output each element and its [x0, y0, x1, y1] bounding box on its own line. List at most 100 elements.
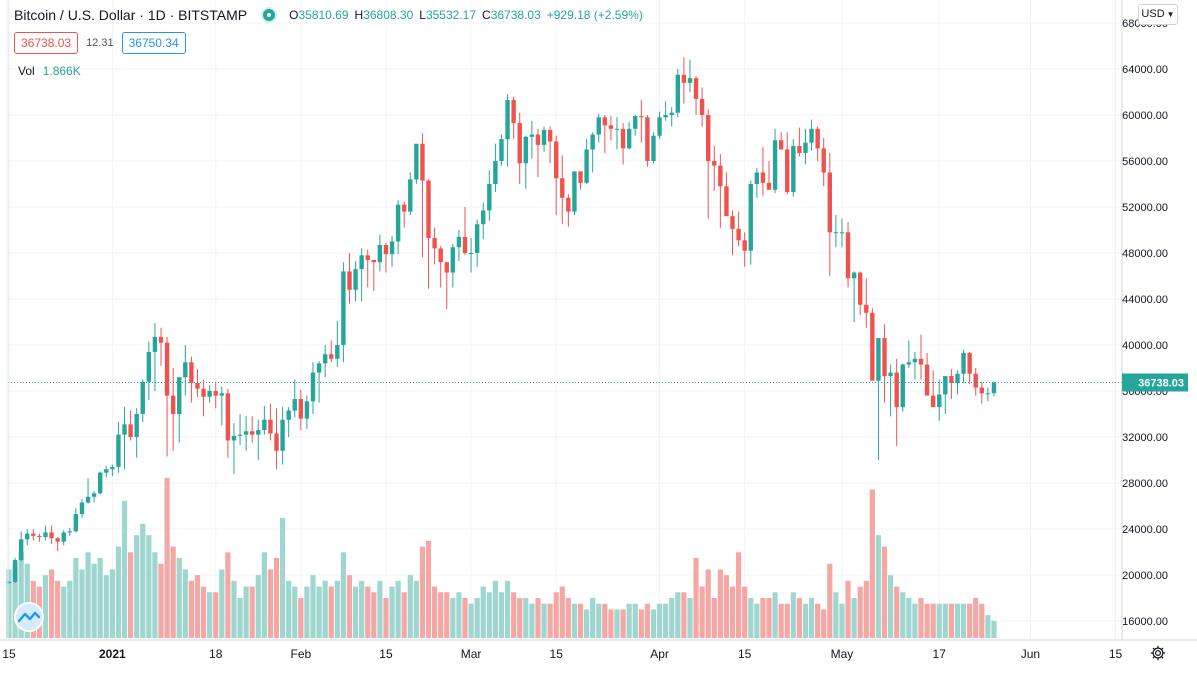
- candle-body[interactable]: [918, 358, 924, 365]
- candle-body[interactable]: [25, 533, 30, 540]
- candle-body[interactable]: [851, 272, 857, 279]
- ask-price-button[interactable]: 36750.34: [121, 32, 186, 54]
- candle-body[interactable]: [456, 236, 462, 248]
- candle-body[interactable]: [547, 129, 553, 142]
- candle-body[interactable]: [639, 116, 644, 118]
- candle-body[interactable]: [359, 255, 364, 270]
- candle-body[interactable]: [79, 502, 85, 515]
- currency-button[interactable]: USD ▼: [1138, 4, 1178, 25]
- candle-body[interactable]: [876, 338, 881, 381]
- candle-body[interactable]: [681, 74, 687, 83]
- candle-body[interactable]: [772, 140, 778, 190]
- candle-body[interactable]: [754, 172, 760, 185]
- candle-body[interactable]: [243, 431, 249, 435]
- candle-body[interactable]: [797, 146, 802, 153]
- candle-body[interactable]: [274, 433, 279, 451]
- candle-body[interactable]: [61, 532, 66, 542]
- candle-body[interactable]: [687, 78, 693, 83]
- bid-price-button[interactable]: 36738.03: [14, 32, 79, 54]
- candle-body[interactable]: [329, 354, 334, 359]
- candle-body[interactable]: [85, 496, 91, 503]
- candle-body[interactable]: [791, 146, 796, 193]
- candle-body[interactable]: [912, 358, 918, 363]
- candle-body[interactable]: [736, 228, 741, 241]
- candle-body[interactable]: [438, 248, 443, 263]
- candle-body[interactable]: [31, 533, 36, 536]
- candle-body[interactable]: [633, 116, 638, 129]
- candle-body[interactable]: [554, 141, 559, 179]
- candle-body[interactable]: [201, 388, 206, 397]
- candle-body[interactable]: [596, 117, 601, 135]
- candle-body[interactable]: [365, 255, 370, 260]
- candle-body[interactable]: [189, 362, 194, 383]
- candle-body[interactable]: [943, 376, 948, 395]
- candle-body[interactable]: [620, 128, 626, 149]
- candle-body[interactable]: [487, 184, 492, 211]
- candle-body[interactable]: [6, 581, 12, 584]
- candle-body[interactable]: [91, 493, 97, 497]
- candle-body[interactable]: [669, 112, 674, 115]
- candle-body[interactable]: [699, 98, 705, 115]
- candle-body[interactable]: [37, 535, 42, 538]
- candle-body[interactable]: [985, 393, 991, 395]
- candle-body[interactable]: [116, 434, 121, 467]
- candle-body[interactable]: [778, 140, 784, 150]
- candle-body[interactable]: [882, 338, 887, 377]
- candle-body[interactable]: [432, 238, 437, 249]
- candle-body[interactable]: [663, 115, 668, 118]
- candle-body[interactable]: [608, 125, 614, 129]
- candle-body[interactable]: [426, 180, 431, 239]
- candle-body[interactable]: [827, 172, 832, 233]
- candle-body[interactable]: [833, 232, 839, 234]
- candle-body[interactable]: [839, 232, 845, 234]
- candle-body[interactable]: [785, 149, 790, 193]
- candle-body[interactable]: [377, 244, 383, 263]
- candle-body[interactable]: [250, 431, 255, 435]
- candle-body[interactable]: [894, 372, 899, 408]
- candle-body[interactable]: [122, 424, 127, 435]
- eye-icon[interactable]: [263, 9, 276, 21]
- candle-body[interactable]: [517, 123, 522, 164]
- candle-body[interactable]: [706, 115, 711, 161]
- candle-body[interactable]: [292, 399, 297, 411]
- candle-body[interactable]: [98, 472, 103, 494]
- candle-body[interactable]: [225, 393, 231, 441]
- candle-body[interactable]: [626, 128, 632, 149]
- candle-body[interactable]: [529, 134, 535, 137]
- candle-body[interactable]: [286, 410, 291, 420]
- candle-body[interactable]: [645, 117, 650, 161]
- candle-body[interactable]: [748, 184, 753, 251]
- candle-body[interactable]: [468, 253, 474, 254]
- candle-body[interactable]: [955, 373, 960, 383]
- candle-body[interactable]: [335, 345, 340, 359]
- candle-body[interactable]: [183, 362, 188, 378]
- candle-body[interactable]: [444, 262, 449, 273]
- candle-body[interactable]: [341, 271, 346, 345]
- candle-body[interactable]: [693, 78, 699, 99]
- candle-body[interactable]: [420, 143, 425, 181]
- candle-body[interactable]: [55, 538, 60, 542]
- candle-body[interactable]: [298, 399, 304, 419]
- candle-body[interactable]: [906, 362, 912, 365]
- candle-body[interactable]: [809, 128, 814, 143]
- candle-body[interactable]: [256, 430, 261, 435]
- candle-body[interactable]: [657, 117, 662, 136]
- candle-body[interactable]: [347, 271, 352, 290]
- candle-body[interactable]: [535, 134, 541, 145]
- candle-body[interactable]: [353, 269, 358, 290]
- candle-body[interactable]: [170, 395, 176, 414]
- time-axis[interactable]: 15 2021 18 Feb 15 Mar 15 Apr 15 May 17 Jun 15: [2, 647, 1122, 661]
- candle-body[interactable]: [888, 372, 893, 377]
- candle-body[interactable]: [602, 117, 608, 126]
- gear-icon[interactable]: [1149, 644, 1167, 662]
- candle-body[interactable]: [742, 240, 747, 251]
- candle-body[interactable]: [462, 236, 468, 253]
- candle-body[interactable]: [584, 149, 589, 183]
- candle-body[interactable]: [73, 514, 79, 532]
- candle-body[interactable]: [979, 387, 984, 394]
- candle-body[interactable]: [304, 401, 310, 419]
- candle-body[interactable]: [493, 161, 498, 184]
- candle-body[interactable]: [49, 532, 54, 539]
- candle-body[interactable]: [67, 531, 72, 533]
- candle-body[interactable]: [858, 272, 863, 305]
